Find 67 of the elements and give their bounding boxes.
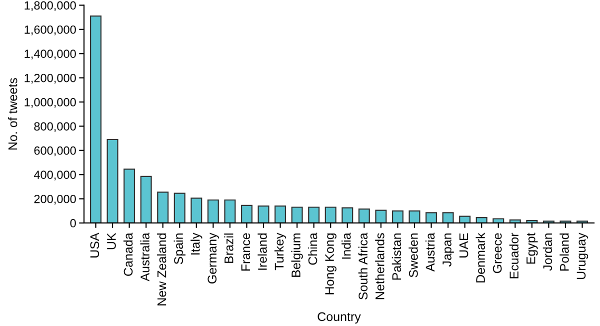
x-tick-label: India	[342, 232, 351, 259]
x-tick-label: France	[241, 233, 250, 271]
bar	[426, 212, 438, 223]
bar	[140, 176, 152, 223]
y-tick-label: 1,000,000	[24, 98, 76, 108]
x-tick-label: Belgium	[291, 234, 303, 277]
x-tick-label: UAE	[459, 233, 468, 258]
bar	[240, 204, 252, 223]
x-tick-label: Ireland	[258, 234, 267, 270]
y-tick-label: 200,000	[34, 194, 76, 205]
y-tick-label: 400,000	[34, 170, 76, 180]
y-tick-label: 0	[70, 219, 76, 228]
y-axis-title: No. of tweets	[8, 78, 18, 150]
bar	[442, 212, 454, 223]
x-tick-label: Uruguay	[576, 232, 588, 279]
bar	[375, 210, 387, 223]
x-tick-label: Turkey	[274, 232, 286, 270]
x-axis-title: Country	[318, 312, 361, 324]
bar	[224, 199, 236, 223]
bar	[258, 205, 270, 223]
bar	[106, 138, 118, 223]
bar	[207, 199, 219, 223]
x-tick-label: Australia	[140, 232, 150, 282]
x-tick-label: Ecuador	[509, 232, 519, 278]
bar	[190, 198, 202, 223]
y-tick-label: 1,400,000	[24, 50, 76, 60]
bar	[476, 216, 488, 223]
y-tick-label: 600,000	[34, 146, 76, 156]
x-tick-label: UK	[107, 232, 116, 250]
x-tick-label: Japan	[442, 234, 454, 267]
bar	[408, 210, 420, 223]
x-tick-label: Italy	[190, 232, 202, 254]
x-tick-label: Canada	[123, 232, 133, 276]
x-tick-label: Netherlands	[375, 233, 384, 300]
bar	[124, 168, 136, 223]
bar	[157, 192, 169, 223]
x-tick-label: Hong Kong	[325, 234, 336, 294]
x-tick-label: China	[308, 232, 318, 265]
bar	[392, 210, 404, 223]
x-tick-label: Pakistan	[392, 234, 402, 280]
x-tick-label: Poland	[560, 234, 569, 271]
x-tick-label: Spain	[174, 234, 186, 264]
bar	[90, 16, 102, 223]
x-tick-label: USA	[90, 232, 100, 258]
x-tick-label: Sweden	[408, 234, 418, 278]
bar	[291, 206, 303, 223]
y-tick-label: 1,800,000	[24, 1, 76, 12]
y-tick-label: 1,600,000	[24, 25, 76, 36]
x-tick-label: Egypt	[526, 232, 538, 264]
x-tick-label: Jordan	[542, 234, 552, 271]
bar	[308, 206, 320, 223]
y-tick-label: 1,200,000	[24, 74, 76, 84]
x-tick-label: Denmark	[476, 232, 485, 282]
bar	[342, 207, 354, 223]
bar	[324, 206, 336, 223]
bar	[492, 218, 504, 223]
x-tick-label: Brazil	[224, 234, 234, 263]
x-tick-label: Austria	[425, 232, 435, 272]
y-tick-label: 800,000	[34, 122, 76, 132]
bar	[358, 208, 370, 223]
bar	[459, 216, 471, 223]
x-tick-label: Greece	[492, 233, 502, 274]
x-tick-label: South Africa	[358, 232, 368, 300]
bar	[274, 205, 286, 223]
bar	[174, 192, 186, 223]
x-tick-label: Germany	[208, 232, 220, 284]
x-tick-label: New Zealand	[157, 234, 166, 306]
